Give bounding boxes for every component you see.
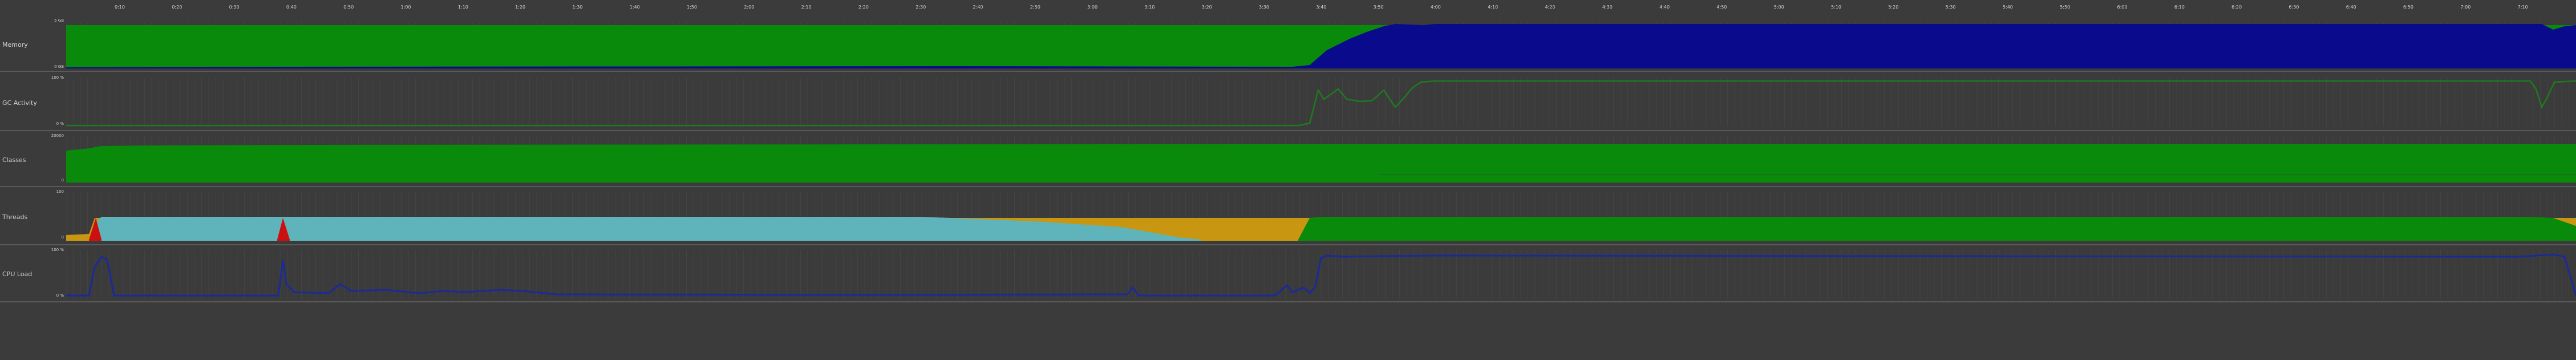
cpu-load-panel[interactable]: CPU Load 100 % 0 % <box>0 248 2576 300</box>
time-tick-label: 2:40 <box>973 5 983 10</box>
time-tick-label: 4:30 <box>1602 5 1613 10</box>
time-tick-label: 2:30 <box>916 5 926 10</box>
time-tick-label: 3:50 <box>1373 5 1384 10</box>
time-tick-label: 5:50 <box>2060 5 2071 10</box>
time-tick-label: 4:10 <box>1488 5 1498 10</box>
classes-loaded-area <box>66 144 2576 183</box>
memory-axis-bottom: 0 GB <box>54 64 64 69</box>
time-tick-label: 6:10 <box>2174 5 2185 10</box>
classes-axis-bottom: 0 <box>61 178 64 183</box>
time-tick-label: 1:30 <box>572 5 583 10</box>
cpu-axis-bottom: 0 % <box>56 293 64 298</box>
panel-divider <box>0 186 2576 187</box>
time-tick-label: 4:20 <box>1545 5 1556 10</box>
panel-divider <box>0 301 2576 302</box>
time-tick-label: 1:20 <box>515 5 526 10</box>
threads-chart <box>66 192 2576 241</box>
cpu-load-chart <box>66 250 2576 299</box>
time-tick-label: 4:00 <box>1430 5 1441 10</box>
time-tick-label: 4:50 <box>1716 5 1727 10</box>
time-tick-label: 3:10 <box>1144 5 1155 10</box>
gc-activity-line <box>66 80 2576 127</box>
time-tick-label: 0:50 <box>343 5 354 10</box>
gc-axis-top: 100 % <box>51 75 64 80</box>
time-tick-label: 3:00 <box>1087 5 1098 10</box>
gc-axis-bottom: 0 % <box>56 122 64 126</box>
cpu-axis-top: 100 % <box>51 248 64 252</box>
time-tick-label: 5:10 <box>1831 5 1841 10</box>
time-tick-label: 2:50 <box>1030 5 1040 10</box>
panel-divider <box>0 244 2576 245</box>
time-tick-label: 1:10 <box>457 5 468 10</box>
classes-chart <box>66 136 2576 183</box>
classes-panel[interactable]: Classes 20000 0 <box>0 134 2576 185</box>
time-tick-label: 7:10 <box>2517 5 2528 10</box>
threads-runnable-area <box>1298 217 2576 241</box>
time-tick-label: 6:20 <box>2231 5 2242 10</box>
time-tick-label: 0:20 <box>172 5 183 10</box>
time-tick-label: 2:00 <box>744 5 755 10</box>
time-tick-label: 2:10 <box>801 5 812 10</box>
memory-panel-label: Memory <box>2 41 28 48</box>
threads-panel-label: Threads <box>2 213 28 221</box>
gc-activity-panel[interactable]: GC Activity 100 % 0 % <box>0 74 2576 129</box>
time-tick-label: 5:20 <box>1888 5 1899 10</box>
threads-axis-bottom: 0 <box>61 235 64 240</box>
time-tick-label: 1:50 <box>687 5 697 10</box>
memory-panel[interactable]: Memory 5 GB 0 GB <box>0 17 2576 70</box>
time-tick-label: 6:30 <box>2289 5 2299 10</box>
threads-spike-area <box>89 218 102 241</box>
threads-spike-area <box>277 218 290 241</box>
threads-panel[interactable]: Threads 100 0 <box>0 189 2576 243</box>
time-tick-label: 1:00 <box>400 5 411 10</box>
threads-waiting-area <box>95 217 1201 241</box>
time-tick-label: 5:30 <box>1945 5 1956 10</box>
memory-used-area <box>66 24 2576 68</box>
time-tick-label: 4:40 <box>1659 5 1670 10</box>
time-tick-label: 5:00 <box>1773 5 1784 10</box>
cpu-load-panel-label: CPU Load <box>2 270 33 278</box>
time-tick-label: 0:40 <box>286 5 297 10</box>
time-tick-label: 0:30 <box>229 5 240 10</box>
time-tick-label: 1:40 <box>629 5 640 10</box>
time-tick-label: 6:50 <box>2403 5 2413 10</box>
time-tick-label: 6:40 <box>2346 5 2356 10</box>
time-tick-label: 7:00 <box>2460 5 2471 10</box>
threads-axis-top: 100 <box>56 189 64 194</box>
cpu-load-line <box>66 253 2576 297</box>
panel-divider <box>0 71 2576 72</box>
time-tick-label: 3:30 <box>1259 5 1269 10</box>
time-tick-label: 3:40 <box>1316 5 1327 10</box>
panel-divider <box>0 130 2576 131</box>
time-tick-label: 2:20 <box>858 5 869 10</box>
time-ruler: 0:10 0:20 0:30 0:40 0:50 1:00 1:10 1:20 1:30 1:40… <box>0 0 2576 13</box>
time-tick-label: 3:20 <box>1201 5 1212 10</box>
time-tick-label: 5:40 <box>2002 5 2013 10</box>
gc-activity-panel-label: GC Activity <box>2 99 37 107</box>
time-tick-label: 0:10 <box>115 5 125 10</box>
classes-axis-top: 20000 <box>51 134 64 138</box>
time-tick-label: 6:00 <box>2117 5 2128 10</box>
memory-chart <box>66 22 2576 68</box>
gc-activity-chart <box>66 78 2576 127</box>
memory-axis-top: 5 GB <box>54 18 64 23</box>
classes-panel-label: Classes <box>2 156 26 164</box>
threads-waiting-spike <box>1127 232 1136 241</box>
